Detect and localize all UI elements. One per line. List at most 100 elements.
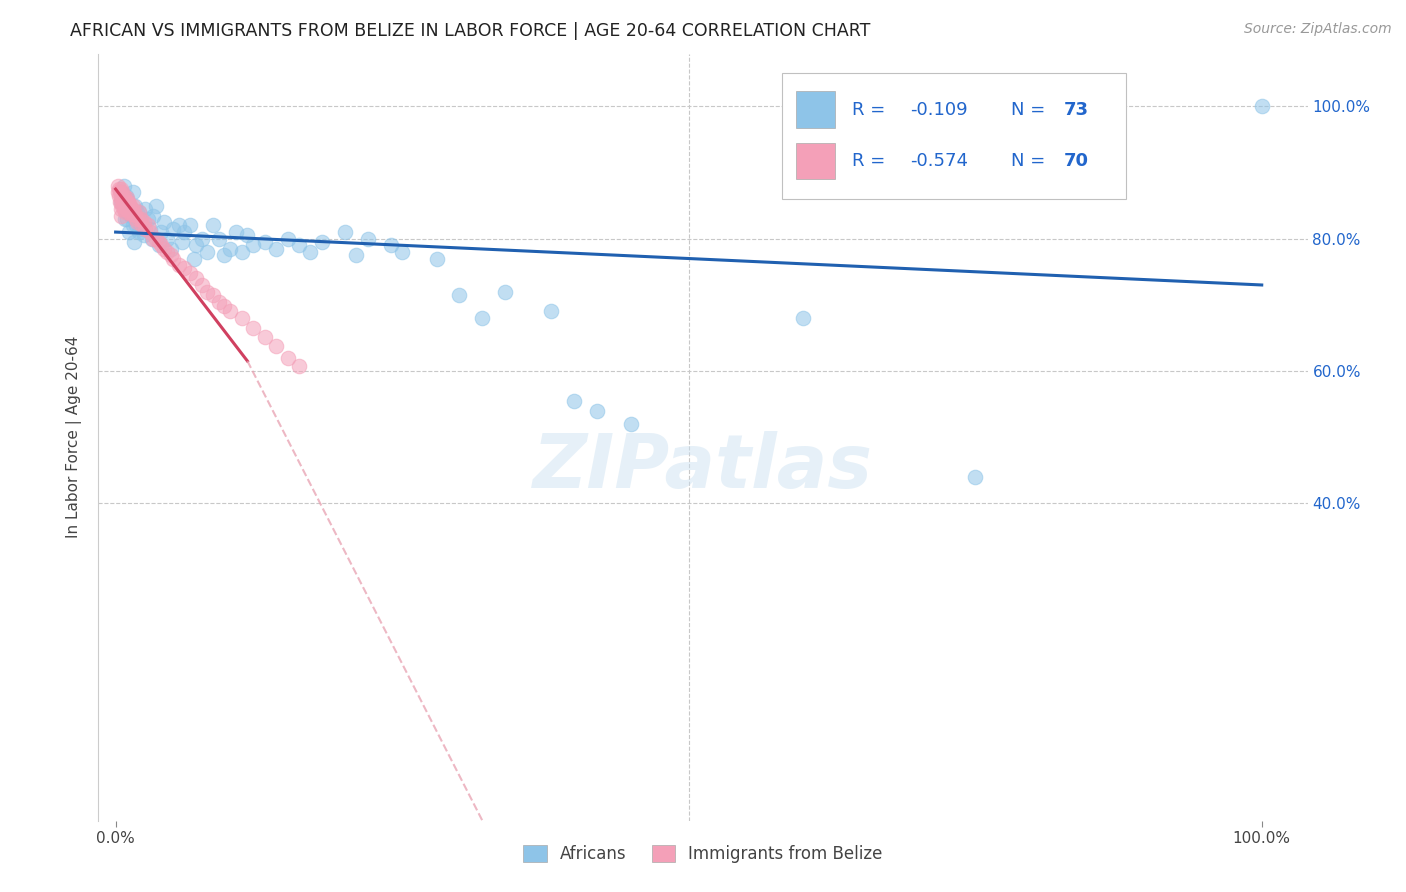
Point (184, 238, 207, 252)
Text: N =: N = (1011, 101, 1052, 119)
Point (127, 215, 149, 229)
Point (121, 186, 143, 200)
Point (115, 211, 138, 226)
Point (202, 219, 225, 233)
Text: 73: 73 (1063, 101, 1088, 119)
Point (471, 311, 494, 326)
Text: R =: R = (852, 101, 891, 119)
Point (136, 219, 159, 233)
Point (202, 288, 225, 302)
Point (120, 206, 142, 220)
Point (108, 182, 131, 196)
Point (148, 235, 170, 249)
Point (792, 311, 814, 326)
Point (124, 208, 146, 222)
Point (219, 304, 242, 318)
Point (173, 261, 195, 276)
Point (231, 311, 253, 326)
Point (264, 339, 287, 353)
Point (131, 219, 153, 233)
Point (159, 248, 181, 262)
Point (110, 188, 132, 202)
Point (108, 188, 131, 202)
Point (134, 202, 156, 216)
Point (142, 209, 165, 223)
Point (111, 199, 134, 213)
Point (494, 285, 516, 299)
Point (115, 188, 138, 202)
Point (134, 228, 156, 243)
Point (107, 178, 129, 193)
Point (118, 205, 141, 219)
Point (253, 329, 276, 343)
Point (136, 211, 159, 226)
Point (115, 205, 138, 219)
Point (152, 215, 174, 229)
Point (173, 225, 195, 239)
Point (214, 299, 236, 313)
Point (129, 219, 152, 233)
Point (111, 186, 134, 200)
Point (125, 219, 148, 233)
Point (129, 211, 152, 226)
Point (115, 200, 138, 214)
Point (167, 219, 190, 233)
Point (110, 209, 132, 223)
Point (148, 238, 170, 252)
Point (118, 197, 141, 211)
Point (156, 232, 179, 246)
Point (380, 238, 402, 252)
Point (121, 219, 143, 233)
Point (277, 232, 299, 246)
Point (111, 192, 134, 206)
Point (142, 232, 165, 246)
Point (145, 232, 167, 246)
Point (115, 203, 138, 218)
Point (179, 219, 201, 233)
Point (214, 248, 236, 262)
Point (118, 202, 141, 216)
Point (540, 304, 562, 318)
Point (114, 192, 136, 206)
Text: R =: R = (852, 152, 891, 169)
Point (127, 205, 149, 219)
Point (150, 225, 173, 239)
Point (167, 258, 190, 272)
Point (264, 242, 287, 256)
Point (115, 195, 138, 210)
Point (288, 359, 311, 373)
Point (333, 225, 356, 239)
Point (141, 232, 163, 246)
Point (231, 244, 253, 259)
Point (121, 202, 143, 217)
Point (145, 199, 167, 213)
Point (125, 211, 148, 226)
Text: -0.574: -0.574 (910, 152, 967, 169)
Point (1250, 99, 1272, 113)
Point (344, 248, 367, 262)
Point (120, 209, 142, 223)
FancyBboxPatch shape (782, 73, 1126, 199)
Point (195, 285, 218, 299)
Point (110, 202, 132, 216)
Point (114, 200, 136, 214)
Point (110, 182, 132, 196)
Point (156, 244, 179, 259)
Point (110, 195, 132, 210)
Point (425, 252, 447, 266)
Point (288, 238, 311, 252)
Point (184, 271, 207, 285)
Point (965, 469, 987, 483)
Text: -0.109: -0.109 (910, 101, 967, 119)
Point (128, 205, 150, 219)
Text: AFRICAN VS IMMIGRANTS FROM BELIZE IN LABOR FORCE | AGE 20-64 CORRELATION CHART: AFRICAN VS IMMIGRANTS FROM BELIZE IN LAB… (70, 22, 870, 40)
Point (139, 221, 162, 235)
Point (124, 199, 146, 213)
Text: 70: 70 (1063, 152, 1088, 169)
Point (242, 321, 264, 335)
Point (236, 228, 259, 243)
Point (108, 195, 131, 210)
Point (112, 178, 135, 193)
Point (134, 221, 156, 235)
Bar (796, 91, 835, 128)
